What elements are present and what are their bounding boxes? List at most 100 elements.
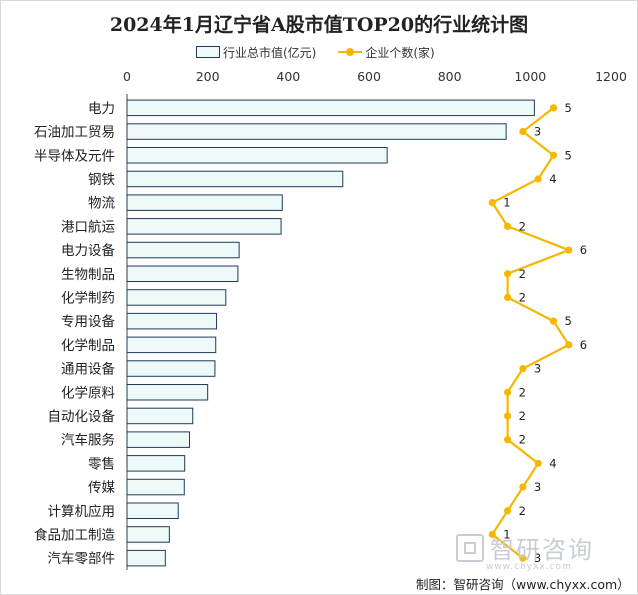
count-point xyxy=(504,388,512,396)
count-data-label: 5 xyxy=(565,101,572,115)
count-data-label: 3 xyxy=(534,480,541,494)
legend-bar-label: 行业总市值(亿元) xyxy=(223,45,317,60)
x-tick-label: 1000 xyxy=(514,69,546,84)
watermark-url: www.chyxx.com xyxy=(486,562,572,572)
category-label: 自动化设备 xyxy=(48,408,116,425)
count-point xyxy=(519,483,527,491)
bar xyxy=(126,241,240,259)
count-point xyxy=(519,554,527,562)
x-tick-label: 600 xyxy=(357,69,381,84)
category-label: 半导体及元件 xyxy=(34,148,115,164)
category-label: 电力设备 xyxy=(61,242,115,259)
watermark-logo-icon xyxy=(456,533,484,562)
bar xyxy=(126,431,191,448)
bar xyxy=(126,455,186,472)
x-tick-label: 1200 xyxy=(595,69,627,84)
count-data-label: 2 xyxy=(519,290,526,304)
bar xyxy=(126,218,282,235)
legend-line-label: 企业个数(家) xyxy=(365,45,435,60)
count-data-label: 2 xyxy=(519,385,526,399)
count-point xyxy=(549,317,558,325)
x-tick-label: 200 xyxy=(196,69,220,84)
category-label: 计算机应用 xyxy=(48,503,116,520)
count-point xyxy=(504,270,512,278)
chart-title: 2024年1月辽宁省A股市值TOP20的行业统计图 xyxy=(109,14,529,36)
count-data-label: 3 xyxy=(534,125,541,139)
category-label: 传媒 xyxy=(88,480,115,496)
category-label: 化学制药 xyxy=(61,290,115,306)
category-label: 通用设备 xyxy=(61,361,115,378)
bar xyxy=(126,360,216,377)
count-data-label: 2 xyxy=(519,409,526,423)
bar xyxy=(126,526,170,543)
category-label: 汽车零部件 xyxy=(48,550,116,567)
count-data-label: 5 xyxy=(565,314,572,328)
category-label: 食品加工制造 xyxy=(34,526,115,543)
bar xyxy=(126,549,166,567)
category-label: 生物制品 xyxy=(61,267,115,283)
source-note: 制图：智研咨询（www.chyxx.com） xyxy=(416,577,630,592)
count-data-label: 5 xyxy=(565,148,572,162)
count-data-label: 3 xyxy=(534,362,541,376)
count-data-label: 4 xyxy=(549,456,556,470)
category-label: 物流 xyxy=(88,196,115,212)
watermark: 智研咨询 xyxy=(456,530,594,565)
category-label: 汽车服务 xyxy=(61,432,115,449)
count-point xyxy=(488,530,496,539)
bar xyxy=(126,147,388,164)
count-point xyxy=(565,246,573,254)
bar xyxy=(126,312,218,330)
count-point xyxy=(488,199,496,207)
count-data-label: 1 xyxy=(503,527,510,541)
legend-bar-swatch xyxy=(196,46,220,58)
bar xyxy=(126,336,217,354)
bar xyxy=(126,384,209,401)
count-point xyxy=(534,459,542,467)
category-label: 钢铁 xyxy=(88,172,115,188)
x-tick-label: 0 xyxy=(123,69,131,84)
count-data-label: 2 xyxy=(519,433,526,447)
count-point xyxy=(565,341,573,349)
count-point xyxy=(504,507,512,515)
category-label: 港口航运 xyxy=(61,219,115,235)
count-data-label: 2 xyxy=(519,504,526,518)
bar xyxy=(126,194,283,211)
count-data-label: 6 xyxy=(580,338,587,352)
legend: 行业总市值(亿元) 企业个数(家) xyxy=(196,44,435,60)
category-label: 电力 xyxy=(88,101,115,117)
bar xyxy=(126,99,535,117)
bar xyxy=(126,289,227,306)
category-label: 石油加工贸易 xyxy=(34,125,115,141)
count-data-label: 4 xyxy=(549,172,556,186)
count-data-label: 2 xyxy=(519,267,526,281)
watermark-text: 智研咨询 xyxy=(490,536,594,564)
count-point xyxy=(549,104,558,112)
count-point xyxy=(504,436,512,444)
count-data-label: 3 xyxy=(534,551,541,565)
bar xyxy=(126,407,194,425)
x-tick-label: 400 xyxy=(276,69,300,84)
bar xyxy=(126,170,344,188)
category-label: 专用设备 xyxy=(61,313,115,330)
count-data-label: 6 xyxy=(580,243,587,257)
bar xyxy=(126,265,239,282)
count-data-label: 1 xyxy=(503,196,510,210)
category-label: 化学原料 xyxy=(61,385,115,401)
count-point xyxy=(504,293,512,302)
bar xyxy=(126,478,185,496)
category-label: 化学制品 xyxy=(61,338,115,354)
count-point xyxy=(504,412,512,420)
count-point xyxy=(519,127,527,136)
count-point xyxy=(519,364,527,373)
category-label: 零售 xyxy=(88,456,115,472)
bar xyxy=(126,502,179,519)
count-point xyxy=(534,175,542,183)
count-point xyxy=(504,222,512,230)
count-data-label: 2 xyxy=(519,219,526,233)
x-tick-label: 800 xyxy=(438,69,462,84)
count-line xyxy=(491,106,570,560)
legend-line-swatch xyxy=(338,47,363,57)
bar xyxy=(126,123,507,140)
count-point xyxy=(549,151,558,159)
